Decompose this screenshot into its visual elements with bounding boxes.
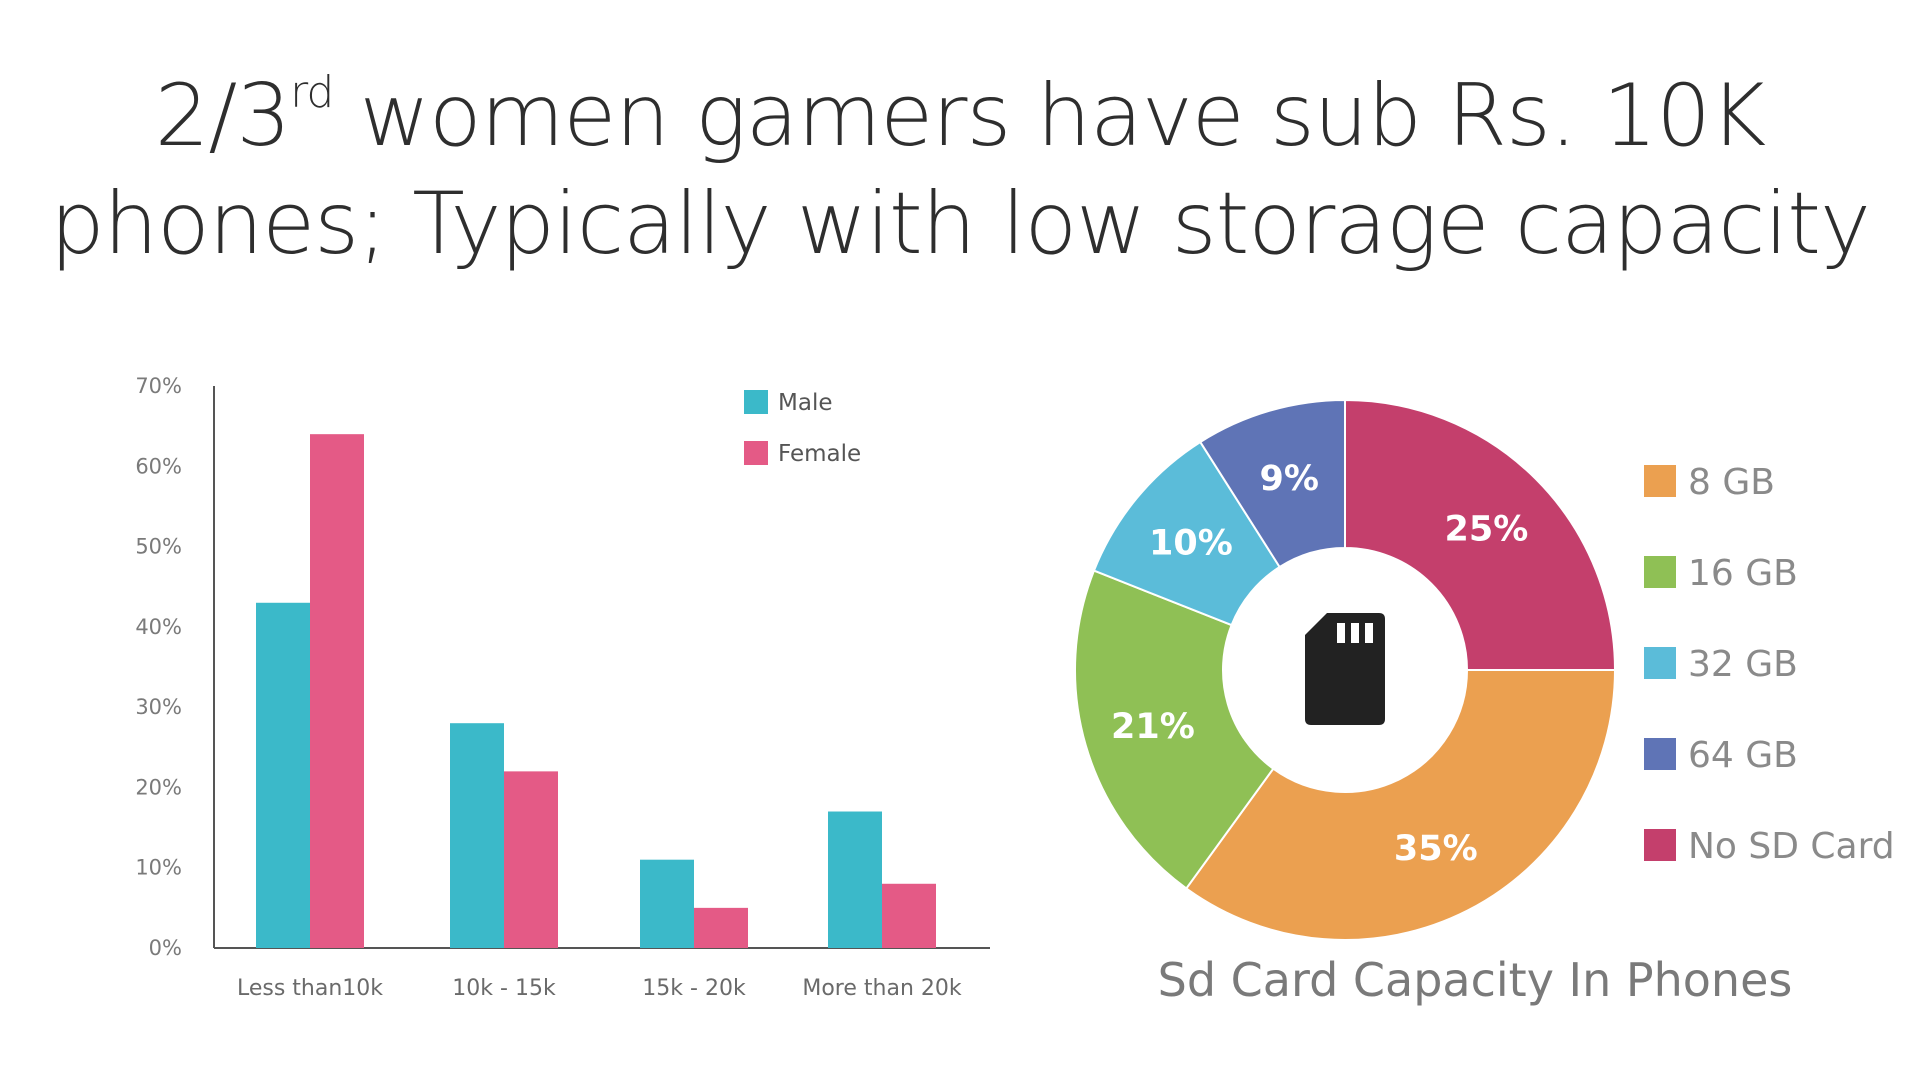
legend-label-female: Female [778,441,861,467]
y-tick-label: 10% [135,856,182,880]
legend-label-32-gb: 32 GB [1688,644,1798,685]
headline-fraction: 2/3 [154,66,291,166]
donut-chart-title: Sd Card Capacity In Phones [1158,953,1793,1007]
legend-swatch-male [744,390,768,414]
y-tick-label: 60% [135,454,182,478]
y-tick-label: 30% [135,695,182,719]
page-title: 2/3rd women gamers have sub Rs. 10K phon… [0,62,1920,278]
donut-slice-no-sd-card [1344,398,1617,671]
y-tick-label: 0% [149,936,182,960]
bar-male-4 [828,811,882,948]
sd-card-icon [1305,613,1385,725]
x-tick-label: More than 20k [802,976,962,1001]
x-tick-label: 10k - 15k [452,976,556,1001]
x-tick-label: 15k - 20k [642,976,746,1001]
legend-swatch-32-gb [1644,647,1676,679]
legend-label-no-sd-card: No SD Card [1688,826,1895,867]
slice-value-no-sd-card: 25% [1445,510,1529,550]
legend-label-16-gb: 16 GB [1688,553,1798,594]
y-tick-label: 20% [135,775,182,799]
slice-value-64-gb: 9% [1259,459,1318,499]
donut-slice-16-gb [1074,569,1275,890]
legend-swatch-64-gb [1644,738,1676,770]
legend-swatch-16-gb [1644,556,1676,588]
legend-swatch-no-sd-card [1644,829,1676,861]
slice-value-8-gb: 35% [1394,829,1478,869]
bar-female-3 [694,907,748,948]
bar-female-2 [504,771,558,948]
headline-superscript: rd [290,67,334,118]
slice-value-32-gb: 10% [1149,524,1233,564]
legend-swatch-8-gb [1644,465,1676,497]
legend-label-64-gb: 64 GB [1688,735,1798,776]
donut-slice-8-gb [1184,669,1617,941]
bar-female-4 [882,883,936,948]
y-tick-label: 40% [135,615,182,639]
headline-line-1-rest: women gamers have sub Rs. 10K [333,66,1767,166]
legend-label-8-gb: 8 GB [1688,462,1775,503]
y-tick-label: 70% [135,374,182,398]
legend-swatch-female [744,441,768,465]
headline-line-2: phones; Typically with low storage capac… [50,174,1871,274]
bar-male-3 [640,859,694,948]
y-tick-label: 50% [135,535,182,559]
x-tick-label: Less than10k [237,976,383,1001]
headline-line-1: 2/3rd women gamers have sub Rs. 10K [0,62,1920,170]
bar-male-1 [256,602,310,948]
bar-female-1 [310,434,364,949]
donut-slice-64-gb [1198,398,1346,569]
slice-value-16-gb: 21% [1111,707,1195,747]
legend-label-male: Male [778,390,832,416]
bar-male-2 [450,723,504,948]
